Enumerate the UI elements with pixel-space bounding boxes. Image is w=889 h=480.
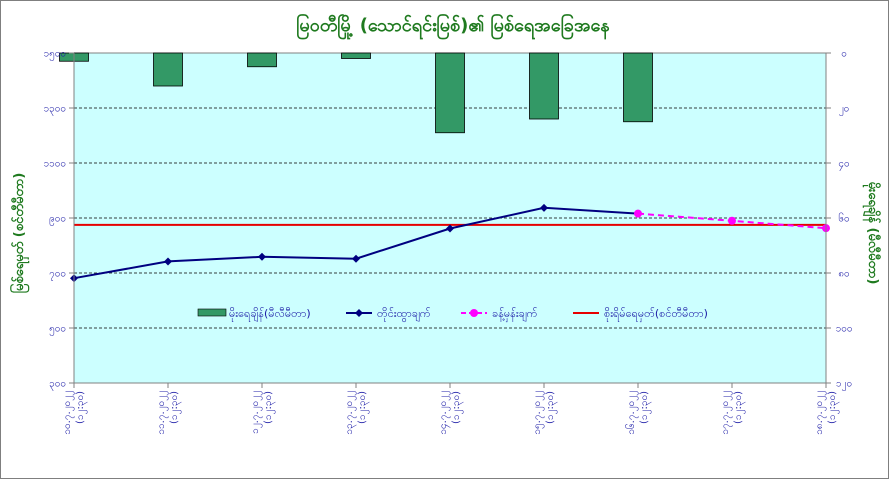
x-tick-date: ၁၄.၇.၂၀၂၂ (438, 391, 451, 435)
left-tick-label: ၉၀၀ (49, 214, 66, 227)
x-tick-time: (၁၂:၃၀) (169, 391, 182, 424)
rainfall-bar (529, 52, 559, 120)
x-tick-time: (၁၂:၃၀) (827, 391, 840, 424)
water-level-lines (70, 203, 830, 283)
legend-item: ခန့်မှန်းချက် (461, 307, 538, 322)
right-tick-label: ၄၀ (838, 159, 849, 172)
x-tick-date: ၁၅.၇.၂၀၂၂ (532, 391, 545, 435)
right-axis-title: မိုးရေချိန် (မီလီမီတာ) (862, 182, 882, 285)
legend-marker (470, 309, 478, 317)
legend-item: မိုးရေချိန်(မီလီမီတာ) (197, 307, 311, 322)
legend: မိုးရေချိန်(မီလီမီတာ) တိုင်းထွာချက် ခန့်မှ… (197, 307, 708, 322)
observed-point (164, 257, 172, 266)
x-tick-time: (၁၂:၃၀) (545, 391, 558, 424)
legend-item: တိုင်းထွာချက် (346, 307, 431, 322)
right-tick-label: ၀ (841, 49, 847, 60)
left-tick-label: ၇၀၀ (49, 269, 66, 282)
x-tick-time: (၁၂:၃၀) (733, 391, 746, 424)
forecast-point (728, 216, 736, 225)
x-tick-date: ၁၀.၇.၂၀၂၂ (62, 391, 75, 435)
rainfall-bar (247, 52, 277, 68)
legend-label: တိုင်းထွာချက် (377, 307, 431, 322)
legend-label: စိုးရိမ်ရေမှတ်(စင်တီမီတာ) (604, 307, 708, 322)
rainfall-bar (435, 52, 465, 134)
rainfall-bar (623, 52, 653, 123)
forecast-point (634, 209, 642, 218)
right-tick-label: ၂၀ (839, 104, 850, 117)
x-tick-date: ၁၁.၇.၂၀၂၂ (156, 391, 169, 435)
x-tick-time: (၁၂:၃၀) (357, 391, 370, 424)
x-tick-time: (၁၂:၃၀) (75, 391, 88, 424)
legend-item: စိုးရိမ်ရေမှတ်(စင်တီမီတာ) (573, 307, 708, 322)
x-tick-date: ၁၃.၇.၂၀၂၂ (344, 391, 357, 435)
x-tick-time: (၁၂:၃၀) (451, 391, 464, 424)
legend-label: မိုးရေချိန်(မီလီမီတာ) (229, 307, 311, 322)
left-tick-label: ၁၃၀၀ (44, 104, 67, 117)
observed-point (352, 254, 360, 263)
observed-point (446, 224, 454, 233)
left-axis-ticks: ၃၀၀ ၅၀၀ ၇၀၀ ၉၀၀ ၁၁၀၀ ၁၃၀၀ ၁၅၀၀ (44, 49, 74, 392)
legend-label: ခန့်မှန်းချက် (492, 307, 538, 322)
legend-swatch (197, 308, 227, 317)
legend-marker (355, 309, 363, 317)
left-tick-label: ၁၅၀၀ (44, 49, 67, 62)
observed-point (540, 203, 548, 212)
left-tick-label: ၃၀၀ (49, 379, 66, 392)
x-tick-date: ၁၇.၇.၂၀၂၂ (720, 391, 733, 435)
x-tick-time: (၁၂:၃၀) (639, 391, 652, 424)
right-tick-label: ၁၂၀ (836, 379, 852, 392)
left-tick-label: ၅၀၀ (49, 324, 66, 337)
left-tick-label: ၁၁၀၀ (44, 159, 67, 170)
rainfall-bar (341, 52, 371, 59)
right-tick-label: ၆၀ (838, 212, 849, 225)
right-tick-label: ၁၀၀ (836, 324, 853, 335)
rainfall-bars (59, 52, 653, 134)
x-tick-date: ၁၈.၇.၂၀၂၂ (814, 391, 827, 435)
right-tick-label: ၈၀ (838, 269, 849, 280)
x-tick-date: ၁၂.၇.၂၀၂၂ (250, 391, 263, 434)
x-tick-date: ၁၆.၇.၂၀၂၂ (624, 391, 639, 435)
left-axis-title: မြစ်ရေမှတ် (စင်တီမီတာ) (9, 173, 30, 294)
x-tick-time: (၁၂:၃၀) (263, 391, 276, 424)
observed-point (258, 252, 266, 261)
rainfall-bar (153, 52, 183, 87)
x-axis-ticks: ၁၀.၇.၂၀၂၂ (၁၂:၃၀) ၁၁.၇.၂၀၂၂ (၁၂:၃၀) ၁၂.၇.၂၀၂… (62, 383, 840, 435)
chart-title: မြဝတီမြို့ (သောင်ရင်းမြစ်)၏ မြစ်ရေအခြေအန… (296, 13, 610, 40)
